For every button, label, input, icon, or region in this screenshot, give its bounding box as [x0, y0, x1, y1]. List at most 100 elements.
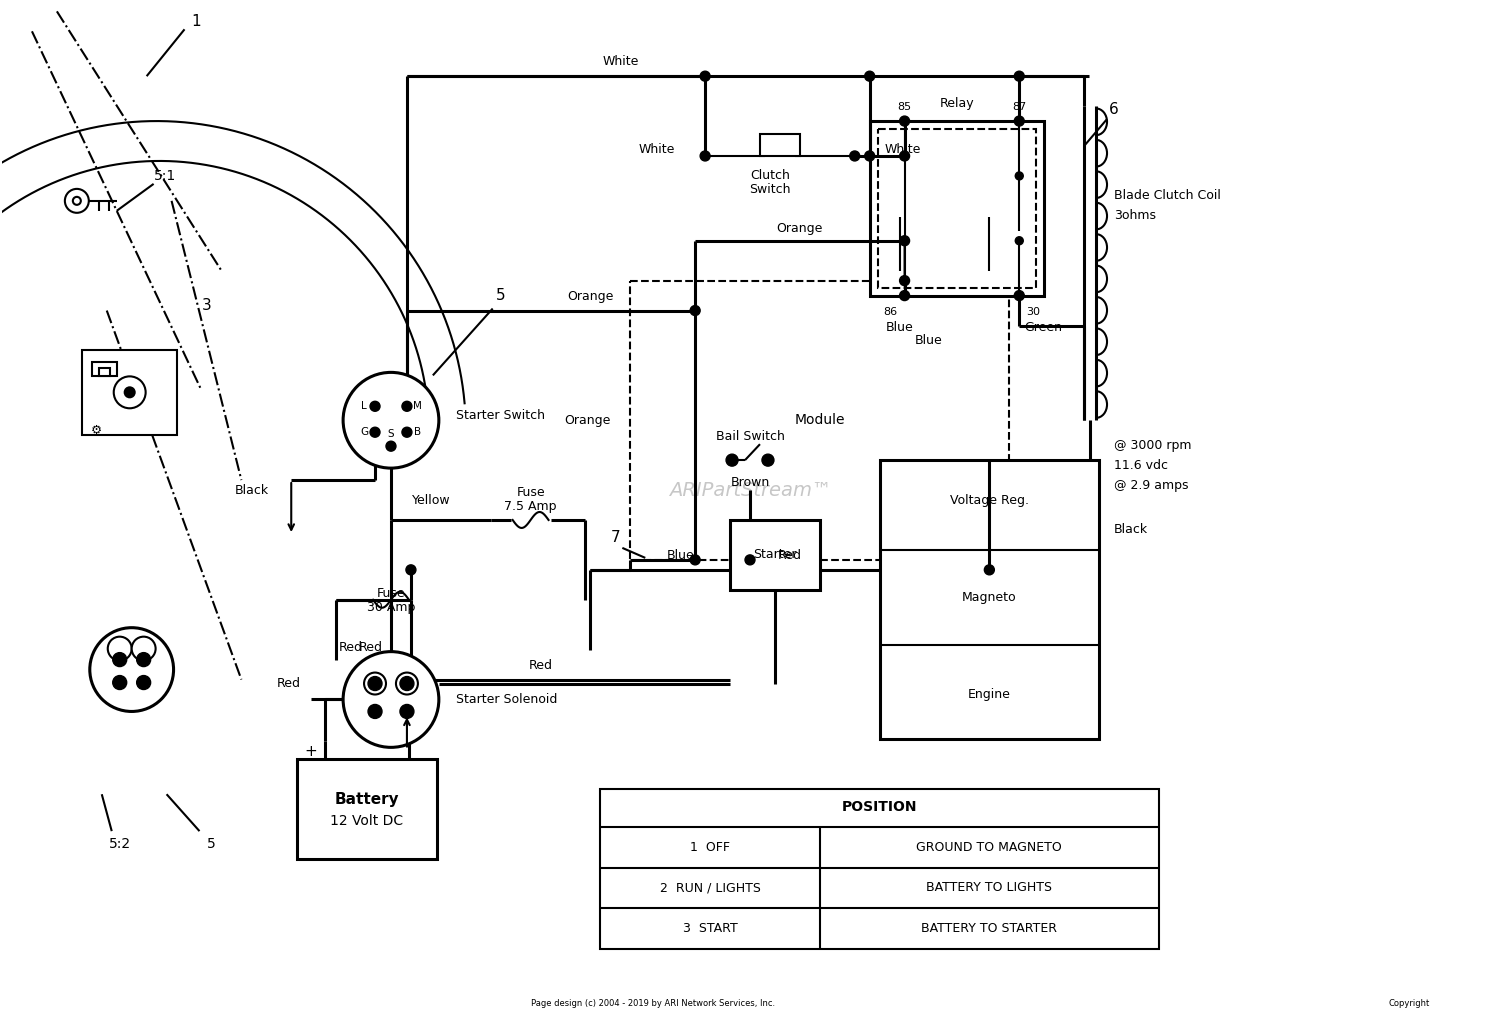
- Text: White: White: [602, 54, 639, 68]
- Text: Page design (c) 2004 - 2019 by ARI Network Services, Inc.: Page design (c) 2004 - 2019 by ARI Netwo…: [531, 999, 774, 1008]
- Text: Battery: Battery: [334, 792, 399, 807]
- Circle shape: [402, 401, 412, 411]
- Text: Blue: Blue: [915, 333, 942, 347]
- Text: Yellow: Yellow: [411, 493, 450, 506]
- Circle shape: [136, 675, 150, 690]
- Text: M: M: [414, 401, 423, 411]
- Text: Red: Red: [778, 549, 802, 563]
- Circle shape: [1014, 72, 1025, 81]
- Bar: [297, 759, 436, 859]
- Circle shape: [700, 72, 709, 81]
- Text: 3: 3: [201, 298, 211, 313]
- Text: 5:1: 5:1: [153, 169, 176, 183]
- Circle shape: [746, 554, 754, 565]
- Circle shape: [370, 401, 380, 411]
- Circle shape: [368, 676, 382, 691]
- Text: 1  OFF: 1 OFF: [690, 841, 730, 854]
- Text: Copyright: Copyright: [1389, 999, 1429, 1008]
- Circle shape: [900, 116, 909, 126]
- Text: 3ohms: 3ohms: [1114, 210, 1156, 222]
- Text: Engine: Engine: [968, 688, 1011, 701]
- Circle shape: [400, 676, 414, 691]
- Circle shape: [402, 428, 412, 437]
- Text: White: White: [639, 143, 675, 157]
- Circle shape: [900, 151, 909, 161]
- Text: 7.5 Amp: 7.5 Amp: [504, 499, 556, 513]
- Circle shape: [900, 235, 909, 246]
- Text: Fuse: Fuse: [376, 587, 405, 601]
- Text: Red: Red: [278, 677, 302, 691]
- Circle shape: [136, 653, 150, 667]
- Text: Starter Solenoid: Starter Solenoid: [456, 693, 556, 706]
- Text: Clutch: Clutch: [750, 170, 790, 182]
- Circle shape: [900, 275, 909, 285]
- Circle shape: [1016, 172, 1023, 180]
- Text: 30: 30: [1026, 307, 1039, 316]
- Text: Starter: Starter: [753, 548, 796, 562]
- Circle shape: [690, 306, 700, 315]
- Circle shape: [114, 376, 146, 408]
- Circle shape: [406, 565, 416, 575]
- Text: Switch: Switch: [748, 183, 790, 196]
- Text: Blue: Blue: [666, 549, 694, 563]
- Bar: [879, 460, 1100, 740]
- Circle shape: [64, 189, 88, 213]
- Text: Orange: Orange: [777, 222, 824, 235]
- Text: Blade Clutch Coil: Blade Clutch Coil: [1114, 189, 1221, 203]
- Text: 3  START: 3 START: [682, 922, 738, 935]
- Bar: [82, 351, 177, 435]
- Text: 6: 6: [1108, 101, 1119, 117]
- Text: @ 2.9 amps: @ 2.9 amps: [1114, 479, 1188, 492]
- Text: Green: Green: [1024, 321, 1062, 333]
- Text: Orange: Orange: [567, 291, 614, 303]
- Circle shape: [132, 636, 156, 661]
- Text: White: White: [885, 143, 921, 157]
- Text: Fuse: Fuse: [516, 486, 544, 498]
- Bar: [878, 129, 1036, 287]
- Text: Magneto: Magneto: [962, 591, 1017, 605]
- Text: +: +: [304, 744, 318, 759]
- Bar: [92, 362, 117, 376]
- Circle shape: [344, 652, 439, 748]
- Text: Bail Switch: Bail Switch: [716, 430, 784, 443]
- Circle shape: [700, 151, 709, 161]
- Circle shape: [1014, 291, 1025, 301]
- Bar: [760, 134, 800, 155]
- Text: 11.6 vdc: 11.6 vdc: [1114, 458, 1168, 472]
- Bar: [600, 789, 1160, 948]
- Circle shape: [370, 428, 380, 437]
- Text: Black: Black: [1114, 524, 1148, 536]
- Text: 5: 5: [496, 288, 506, 303]
- Text: 7: 7: [610, 531, 620, 545]
- Text: 86: 86: [884, 307, 897, 316]
- Circle shape: [108, 636, 132, 661]
- Bar: [730, 520, 821, 590]
- Circle shape: [386, 441, 396, 451]
- Circle shape: [364, 672, 386, 695]
- Text: 85: 85: [897, 102, 912, 113]
- Text: BATTERY TO STARTER: BATTERY TO STARTER: [921, 922, 1058, 935]
- Text: 2  RUN / LIGHTS: 2 RUN / LIGHTS: [660, 882, 760, 894]
- Text: Relay: Relay: [939, 96, 974, 109]
- Circle shape: [900, 291, 909, 301]
- Circle shape: [1014, 116, 1025, 126]
- Circle shape: [849, 151, 859, 161]
- Text: 12 Volt DC: 12 Volt DC: [330, 814, 404, 829]
- Circle shape: [726, 454, 738, 466]
- Circle shape: [400, 705, 414, 718]
- Bar: [870, 121, 1044, 296]
- Circle shape: [690, 554, 700, 565]
- Text: Red: Red: [358, 641, 382, 654]
- Text: ⚙: ⚙: [92, 424, 102, 437]
- Circle shape: [864, 72, 874, 81]
- Text: Black: Black: [236, 484, 270, 496]
- Circle shape: [112, 653, 126, 667]
- Circle shape: [368, 705, 382, 718]
- Circle shape: [984, 565, 994, 575]
- Text: 30 Amp: 30 Amp: [368, 602, 416, 614]
- Text: B: B: [414, 428, 422, 437]
- Bar: [630, 280, 1010, 560]
- Text: Voltage Reg.: Voltage Reg.: [950, 493, 1029, 506]
- Text: 87: 87: [1013, 102, 1026, 113]
- Circle shape: [864, 151, 874, 161]
